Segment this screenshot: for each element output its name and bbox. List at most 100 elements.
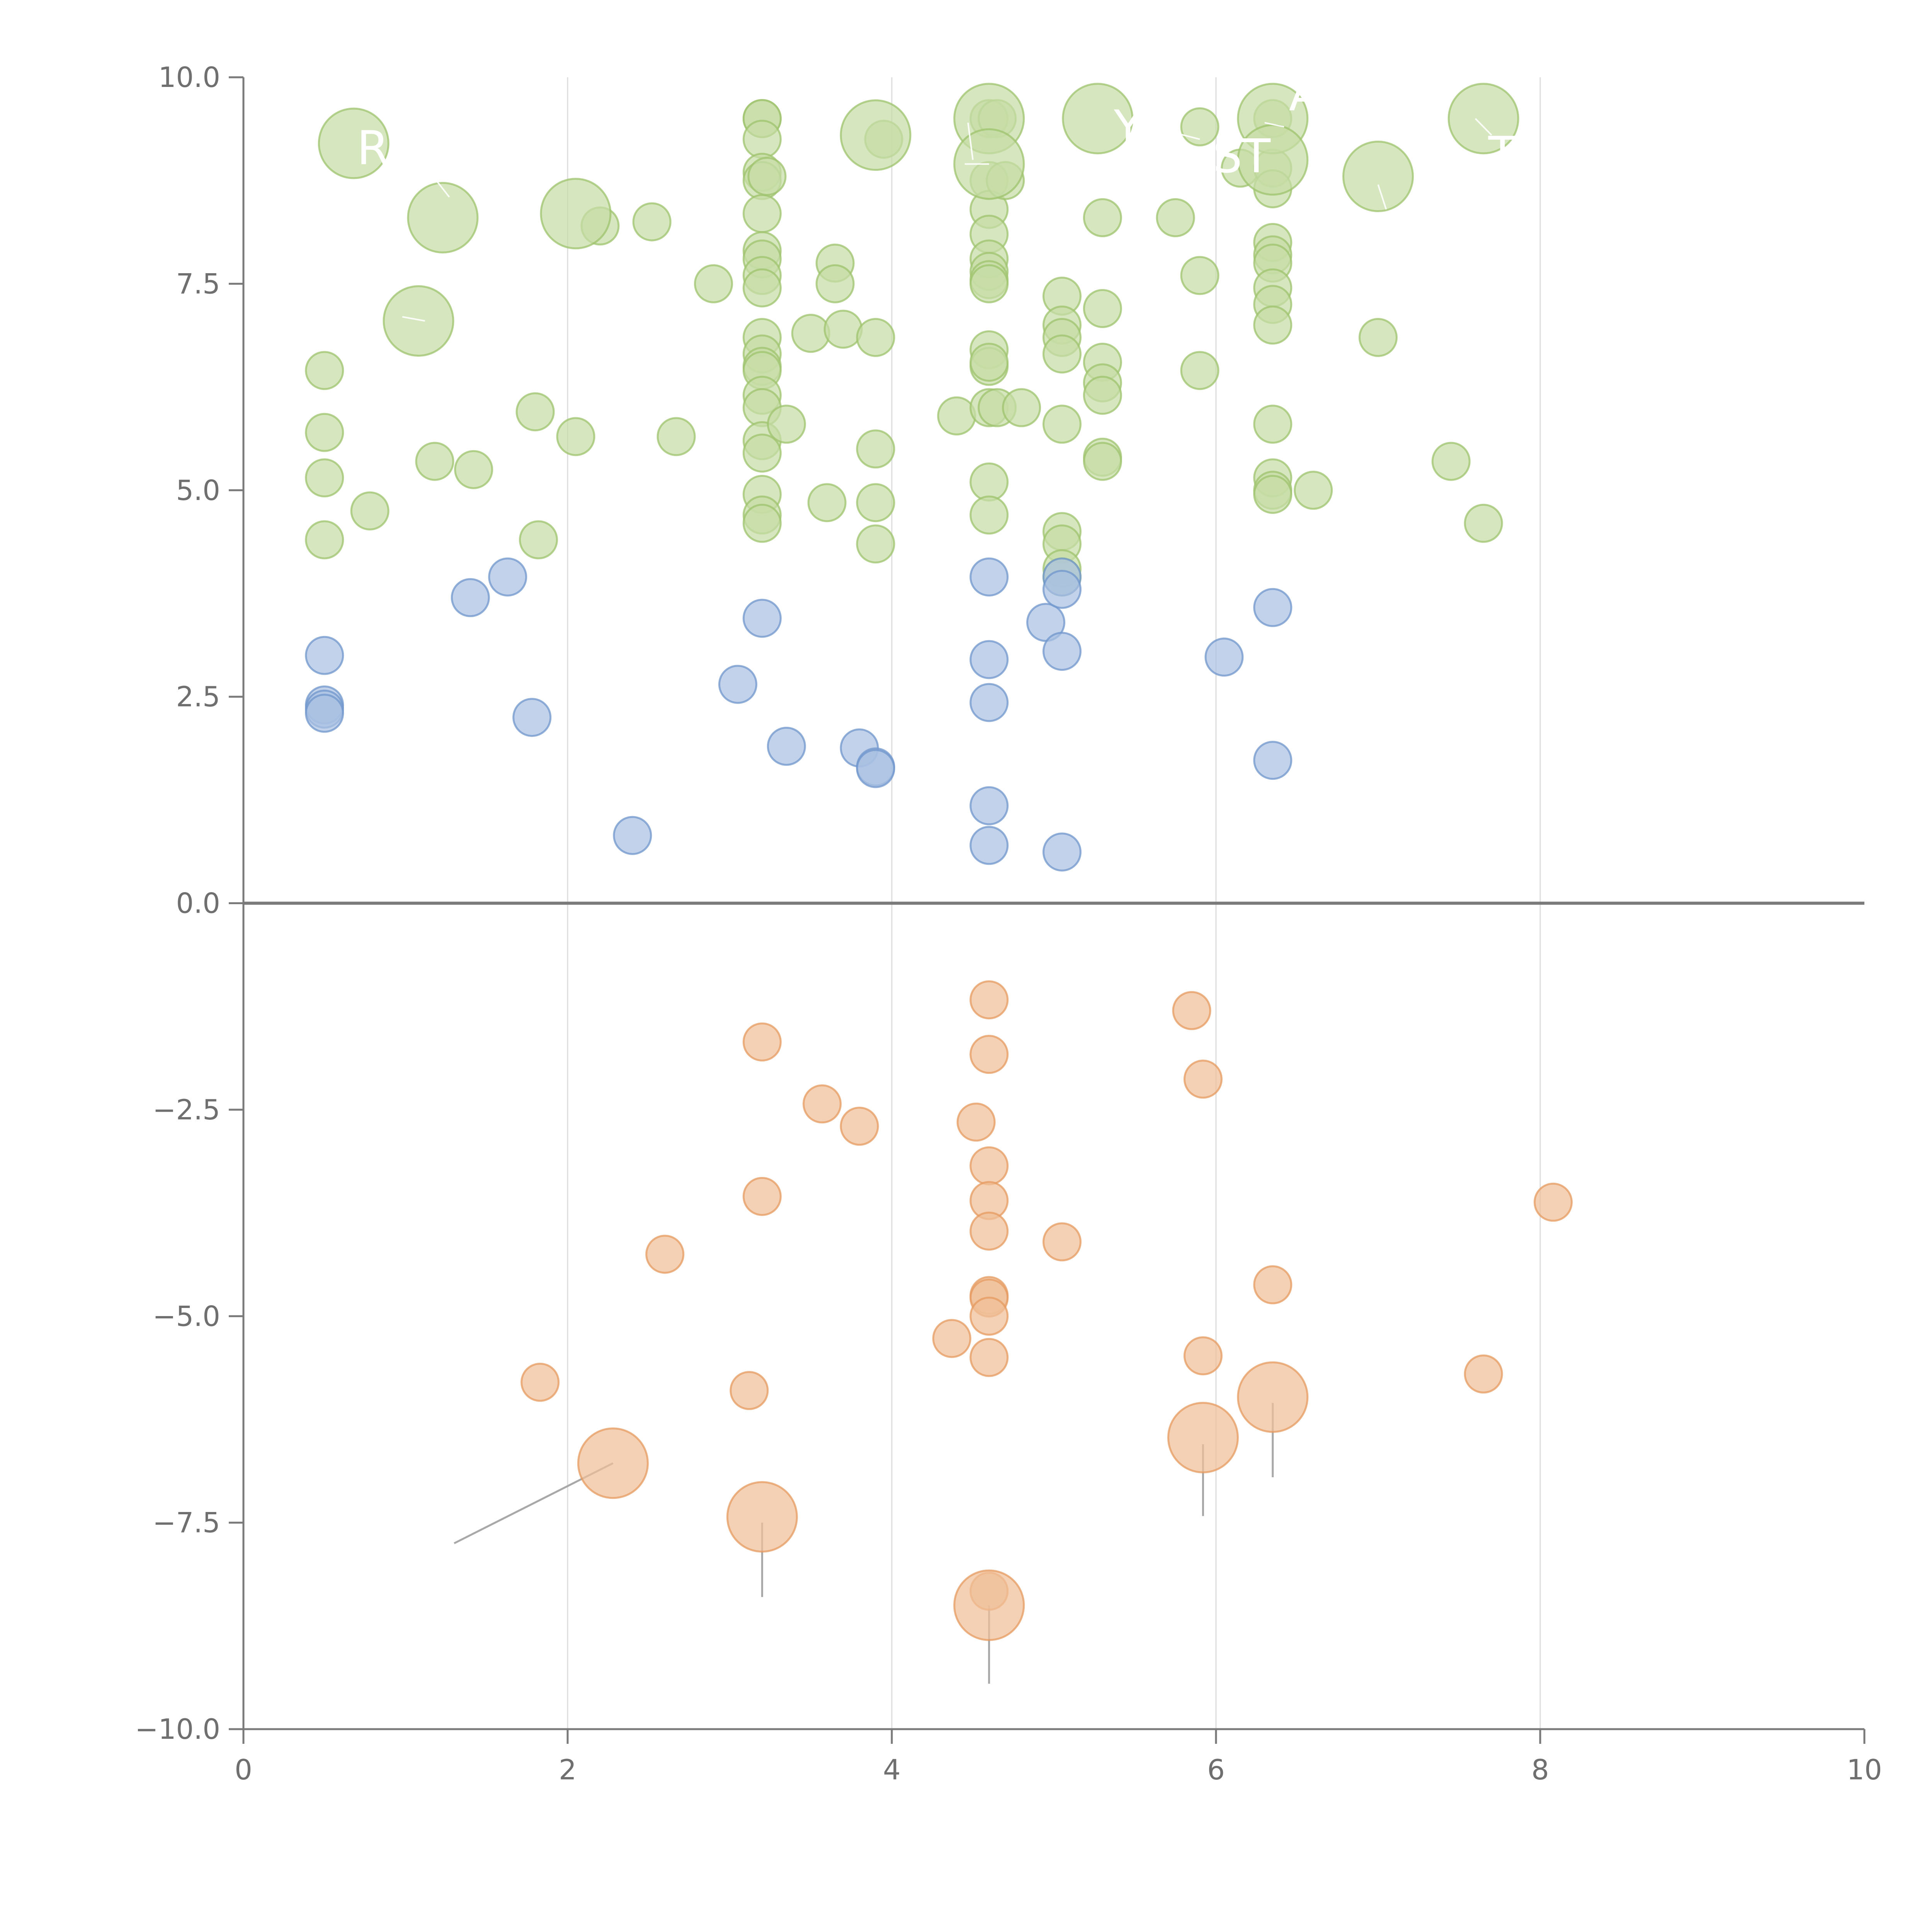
data-point-high bbox=[632, 202, 672, 242]
data-point-mid bbox=[1042, 832, 1082, 872]
x-tick-label: 6 bbox=[1207, 1753, 1225, 1786]
y-tick-label: −2.5 bbox=[153, 1094, 220, 1126]
data-point-high bbox=[305, 520, 344, 560]
x-tick-label: 2 bbox=[559, 1753, 577, 1786]
y-tick-label: −10.0 bbox=[135, 1713, 220, 1745]
data-point-low bbox=[645, 1235, 685, 1274]
x-tick-label: 8 bbox=[1531, 1753, 1549, 1786]
data-point-high bbox=[1083, 198, 1122, 237]
data-point-high bbox=[1083, 376, 1122, 415]
data-point-high bbox=[742, 119, 782, 159]
data-point-mid bbox=[969, 640, 1009, 679]
data-point-low bbox=[1464, 1354, 1503, 1394]
data-point-high bbox=[415, 442, 454, 481]
data-point-mid bbox=[305, 636, 344, 675]
data-point-high bbox=[742, 268, 782, 308]
y-tick-label: 10.0 bbox=[158, 61, 220, 94]
data-point-low bbox=[953, 1569, 1025, 1641]
data-point-high bbox=[856, 429, 895, 469]
data-point-mid bbox=[969, 683, 1009, 722]
annotation-label: RHE bbox=[357, 121, 453, 175]
data-point-high bbox=[856, 524, 895, 564]
data-point-high bbox=[840, 99, 912, 171]
leader-line-white bbox=[1264, 122, 1284, 128]
data-point-high bbox=[1042, 405, 1082, 444]
data-point-high bbox=[519, 520, 558, 560]
y-tick-label: 7.5 bbox=[176, 267, 220, 300]
data-point-low bbox=[1172, 991, 1211, 1030]
data-point-high bbox=[937, 396, 976, 435]
annotation-label: ST bbox=[1213, 130, 1271, 184]
data-point-low bbox=[956, 1102, 996, 1142]
data-point-mid bbox=[305, 694, 344, 733]
bubble-layer bbox=[305, 83, 1573, 1641]
leader-line-white bbox=[429, 172, 450, 198]
data-point-high bbox=[1253, 474, 1293, 514]
x-tick-label: 10 bbox=[1847, 1753, 1882, 1786]
grid-layer bbox=[243, 77, 1864, 1729]
data-point-mid bbox=[767, 726, 806, 766]
data-point-mid bbox=[718, 665, 757, 704]
leader-line-white bbox=[1151, 126, 1200, 140]
annotation-layer: RHE YO ST A T W bbox=[357, 55, 1517, 322]
data-point-low bbox=[969, 1296, 1009, 1336]
data-point-high bbox=[1359, 318, 1398, 357]
data-point-low bbox=[1534, 1182, 1573, 1222]
data-point-mid bbox=[451, 578, 490, 617]
data-point-low bbox=[1237, 1361, 1309, 1433]
annotation-label: YO bbox=[1114, 101, 1176, 155]
leader-line-white bbox=[402, 316, 425, 322]
data-point-high bbox=[383, 285, 454, 357]
annotation-label: A bbox=[1289, 68, 1321, 122]
data-point-high bbox=[969, 495, 1009, 535]
data-point-high bbox=[454, 450, 493, 489]
annotation-label: T bbox=[1488, 127, 1517, 181]
leader-line-white bbox=[1377, 184, 1387, 210]
axis-layer: 10.0 7.5 5.0 2.5 0.0 −2.5 −5.0 −7.5 −10.0 0 2 4 6 8 10 bbox=[135, 61, 1882, 1786]
data-point-mid bbox=[856, 749, 895, 788]
data-point-high bbox=[1464, 503, 1503, 543]
data-point-low bbox=[840, 1107, 879, 1146]
y-tick-label: −7.5 bbox=[153, 1507, 220, 1539]
y-tick-label: 2.5 bbox=[176, 680, 220, 713]
data-point-mid bbox=[969, 557, 1009, 597]
data-point-high bbox=[1002, 388, 1041, 427]
data-point-mid bbox=[742, 599, 782, 638]
data-point-mid bbox=[969, 826, 1009, 865]
data-point-low bbox=[1183, 1060, 1223, 1099]
data-point-low bbox=[742, 1022, 782, 1062]
data-point-mid bbox=[488, 557, 527, 597]
data-point-high bbox=[791, 314, 830, 353]
data-point-low bbox=[726, 1481, 798, 1553]
data-point-high bbox=[407, 182, 479, 253]
data-point-low bbox=[730, 1371, 769, 1410]
data-point-low bbox=[803, 1084, 842, 1124]
data-point-mid bbox=[969, 786, 1009, 825]
data-point-mid bbox=[1204, 638, 1244, 677]
data-point-high bbox=[1253, 405, 1293, 444]
data-point-low bbox=[1183, 1336, 1223, 1376]
data-point-low bbox=[1253, 1265, 1293, 1304]
data-point-low bbox=[1167, 1401, 1239, 1473]
data-point-high bbox=[823, 310, 863, 349]
data-point-high bbox=[556, 417, 595, 456]
data-point-high bbox=[856, 318, 895, 357]
data-point-low bbox=[969, 1211, 1009, 1251]
data-point-mid bbox=[613, 816, 652, 855]
data-point-mid bbox=[1042, 570, 1082, 609]
data-point-high bbox=[1431, 442, 1471, 481]
data-point-high bbox=[1180, 256, 1219, 295]
annotation-label: W bbox=[924, 55, 970, 109]
data-point-high bbox=[694, 264, 733, 303]
data-point-high bbox=[1180, 351, 1219, 390]
data-point-low bbox=[1042, 1222, 1082, 1262]
data-point-high bbox=[747, 157, 787, 196]
data-point-high bbox=[742, 434, 782, 473]
data-point-mid bbox=[512, 698, 552, 737]
data-point-high bbox=[656, 417, 696, 456]
data-point-high bbox=[318, 107, 389, 179]
data-point-high bbox=[1253, 305, 1293, 345]
data-point-high bbox=[1042, 334, 1082, 374]
data-point-mid bbox=[1253, 588, 1293, 627]
